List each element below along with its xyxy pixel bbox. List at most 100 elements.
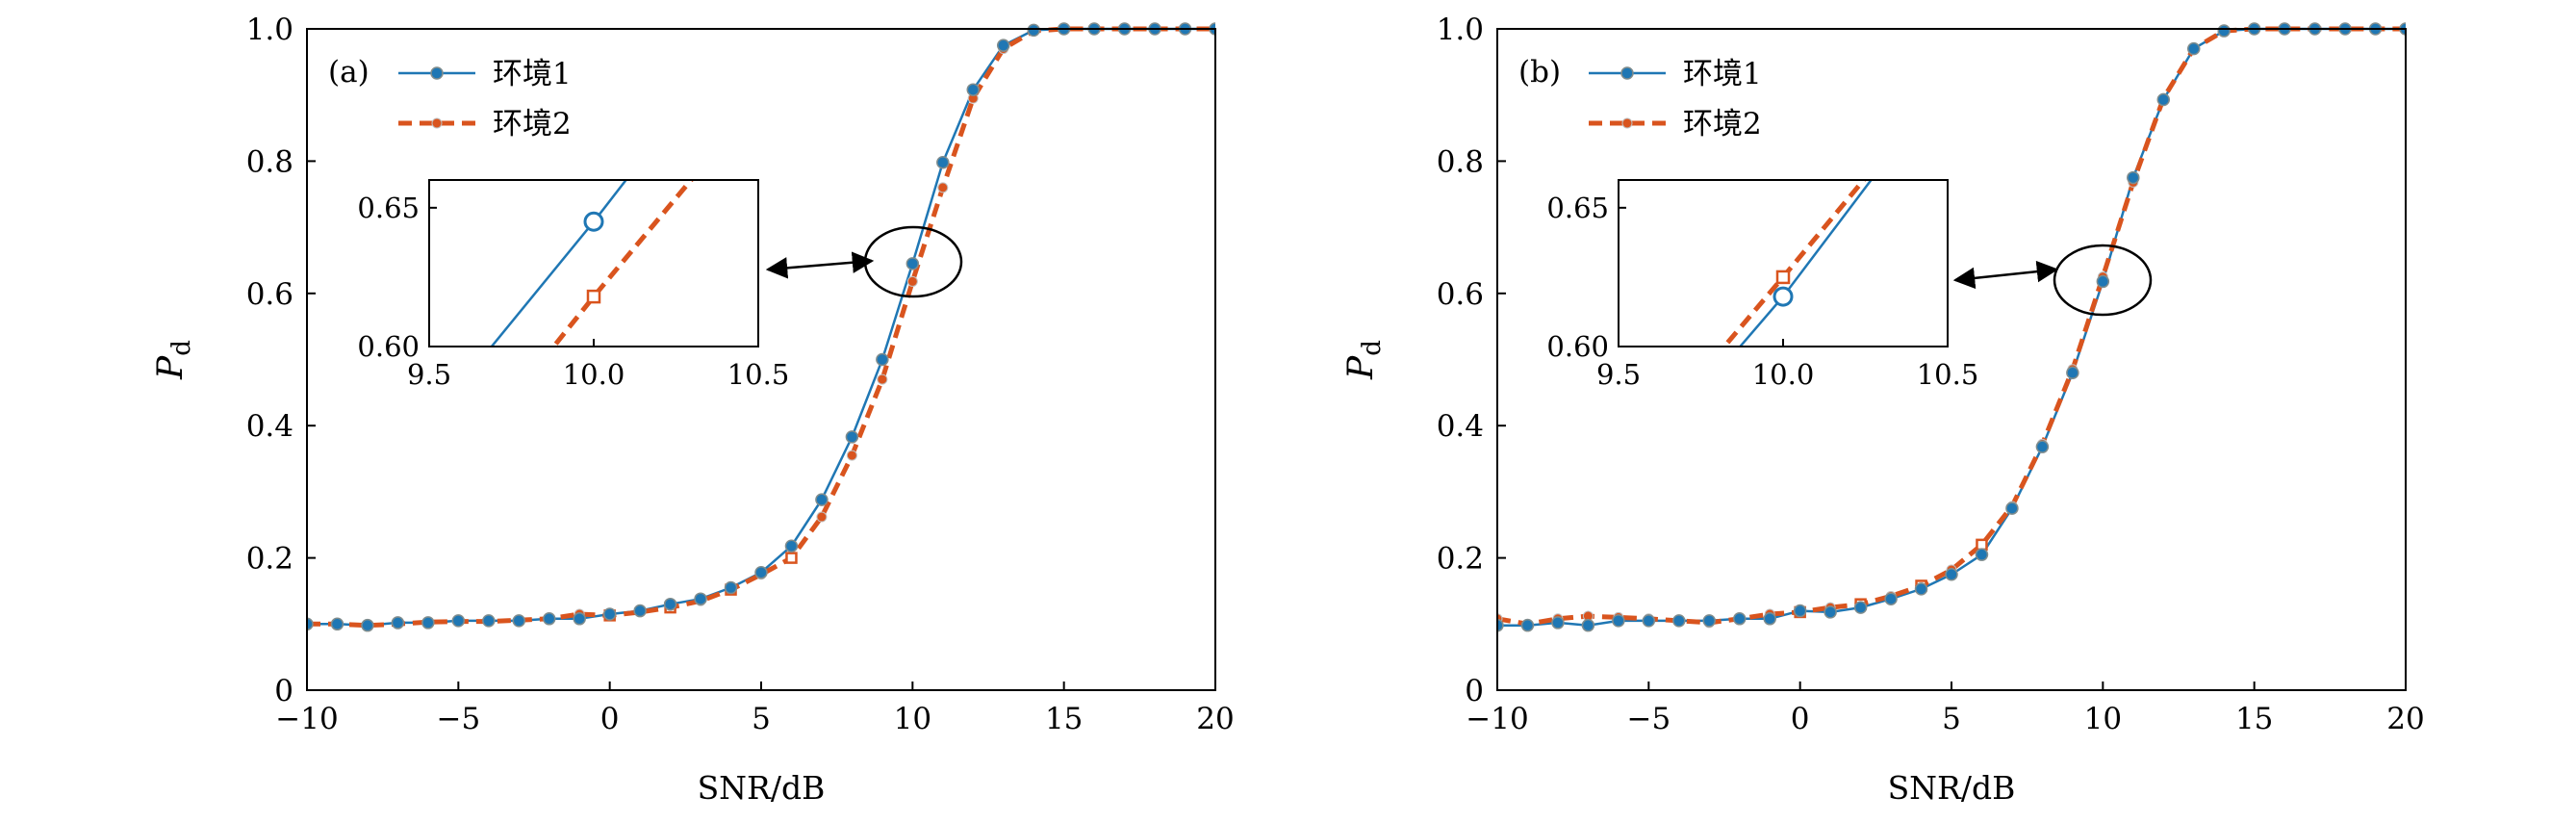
x-tick-label: 20 bbox=[1196, 702, 1234, 736]
legend-marker-env1 bbox=[430, 66, 444, 80]
x-tick-label: 10 bbox=[2084, 702, 2122, 736]
x-tick-label: −5 bbox=[1626, 702, 1671, 736]
data-point-env1 bbox=[1497, 618, 1504, 632]
data-point-env1 bbox=[1975, 548, 1989, 561]
data-point-env1 bbox=[1027, 23, 1040, 38]
inset-y-tick-label: 0.60 bbox=[357, 330, 420, 363]
y-tick-label: 0.8 bbox=[1437, 144, 1484, 179]
legend-label-env2: 环境2 bbox=[493, 107, 572, 141]
x-tick-label: −10 bbox=[1466, 702, 1528, 736]
legend-marker-env2 bbox=[1621, 117, 1633, 129]
chart-panel-a: −10 −5 0 5 10 15 20 0 0.2 0.4 0.6 0.8 1.0 SNR/dB Pd (a)… bbox=[151, 13, 1235, 807]
data-point-env1 bbox=[1702, 614, 1717, 628]
y-tick-label: 0.4 bbox=[246, 409, 293, 444]
zoom-arrow bbox=[1952, 260, 2059, 290]
data-point-env1 bbox=[1642, 614, 1656, 628]
y-axis-label-sub: d bbox=[1358, 340, 1387, 356]
y-tick-label: 1.0 bbox=[246, 13, 293, 47]
legend-marker-env2 bbox=[431, 117, 443, 129]
inset-y-tick-label: 0.60 bbox=[1546, 330, 1609, 363]
data-point-env2 bbox=[877, 373, 888, 385]
y-tick-label: 0 bbox=[274, 674, 293, 708]
x-tick-label: 5 bbox=[752, 702, 771, 736]
x-tick-label: 0 bbox=[1791, 702, 1810, 736]
inset-data-point-env2 bbox=[586, 289, 601, 304]
data-point-env1 bbox=[1672, 614, 1686, 628]
data-point-env1 bbox=[1581, 618, 1595, 632]
y-tick-label: 0.2 bbox=[246, 542, 293, 577]
inset-data-point-env1 bbox=[583, 211, 604, 232]
data-point-env1 bbox=[307, 617, 314, 631]
data-point-env1 bbox=[1612, 614, 1625, 628]
data-point-env1 bbox=[602, 607, 617, 621]
data-point-env1 bbox=[2096, 274, 2110, 289]
y-tick-label: 0.8 bbox=[246, 144, 293, 179]
data-point-env2 bbox=[785, 552, 798, 564]
inset-plot: 9.5 10.0 10.5 0.60 0.65 bbox=[357, 179, 790, 391]
data-point-env1 bbox=[876, 352, 889, 367]
data-point-env1 bbox=[936, 156, 950, 169]
data-point-env1 bbox=[1914, 582, 1928, 596]
data-point-env2 bbox=[906, 275, 918, 287]
x-tick-label: 15 bbox=[1045, 702, 1083, 736]
data-point-env1 bbox=[2156, 92, 2171, 107]
data-point-env1 bbox=[1853, 601, 1868, 614]
legend-label-env2: 环境2 bbox=[1683, 107, 1762, 141]
legend-label-env1: 环境1 bbox=[493, 57, 572, 91]
inset-x-tick-label: 10.5 bbox=[1917, 358, 1979, 391]
data-point-env1 bbox=[1732, 612, 1747, 626]
data-point-env1 bbox=[1884, 592, 1898, 605]
data-point-env1 bbox=[361, 618, 374, 632]
data-point-env1 bbox=[330, 617, 344, 631]
y-axis-label-main: P bbox=[151, 355, 191, 380]
inset-data-point-env2 bbox=[1775, 270, 1791, 285]
inset-x-tick-label: 10.5 bbox=[727, 358, 790, 391]
data-point-env1 bbox=[905, 257, 920, 270]
data-point-env1 bbox=[2035, 440, 2050, 453]
inset-x-tick-label: 10.0 bbox=[563, 358, 625, 391]
inset-x-tick-label: 9.5 bbox=[407, 358, 451, 391]
inset-y-tick-label: 0.65 bbox=[1546, 192, 1609, 224]
inset-background bbox=[429, 180, 758, 347]
y-axis-label: Pd bbox=[151, 340, 196, 380]
data-point-env1 bbox=[512, 614, 526, 628]
data-point-env1 bbox=[2005, 502, 2019, 515]
data-point-env1 bbox=[815, 493, 829, 506]
y-axis-label: Pd bbox=[1341, 340, 1387, 380]
y-tick-label: 0.4 bbox=[1437, 409, 1484, 444]
data-point-env1 bbox=[694, 592, 707, 605]
data-point-env1 bbox=[1824, 605, 1837, 619]
data-point-env2 bbox=[846, 450, 857, 461]
data-point-env1 bbox=[542, 612, 556, 626]
data-point-env1 bbox=[633, 604, 647, 618]
x-tick-label: −10 bbox=[275, 702, 338, 736]
data-point-env1 bbox=[845, 430, 859, 444]
data-point-env1 bbox=[1793, 604, 1807, 618]
data-point-env1 bbox=[391, 616, 405, 630]
data-point-env2 bbox=[1976, 538, 1988, 552]
inset-plot: 9.5 10.0 10.5 0.60 0.65 bbox=[1546, 179, 1979, 391]
y-tick-label: 0.6 bbox=[246, 277, 293, 312]
x-tick-label: 0 bbox=[600, 702, 620, 736]
y-tick-label: 0.6 bbox=[1437, 277, 1484, 312]
y-tick-label: 0 bbox=[1465, 674, 1484, 708]
x-tick-label: 15 bbox=[2235, 702, 2273, 736]
chart-panel-b: −10 −5 0 5 10 15 20 0 0.2 0.4 0.6 0.8 1.0 SNR/dB Pd (b)… bbox=[1341, 13, 2425, 807]
x-tick-label: 20 bbox=[2386, 702, 2424, 736]
data-point-env1 bbox=[724, 580, 738, 595]
data-point-env1 bbox=[2066, 366, 2079, 379]
inset-series-group bbox=[1721, 180, 1874, 347]
data-point-env1 bbox=[1945, 568, 1958, 581]
data-point-env1 bbox=[482, 614, 496, 628]
inset-y-tick-label: 0.65 bbox=[357, 192, 420, 224]
x-axis-label: SNR/dB bbox=[698, 769, 826, 807]
x-tick-label: −5 bbox=[436, 702, 480, 736]
zoom-arrow bbox=[765, 251, 875, 279]
x-tick-label: 5 bbox=[1942, 702, 1961, 736]
inset-x-tick-label: 10.0 bbox=[1752, 358, 1815, 391]
data-point-env1 bbox=[2186, 41, 2201, 56]
